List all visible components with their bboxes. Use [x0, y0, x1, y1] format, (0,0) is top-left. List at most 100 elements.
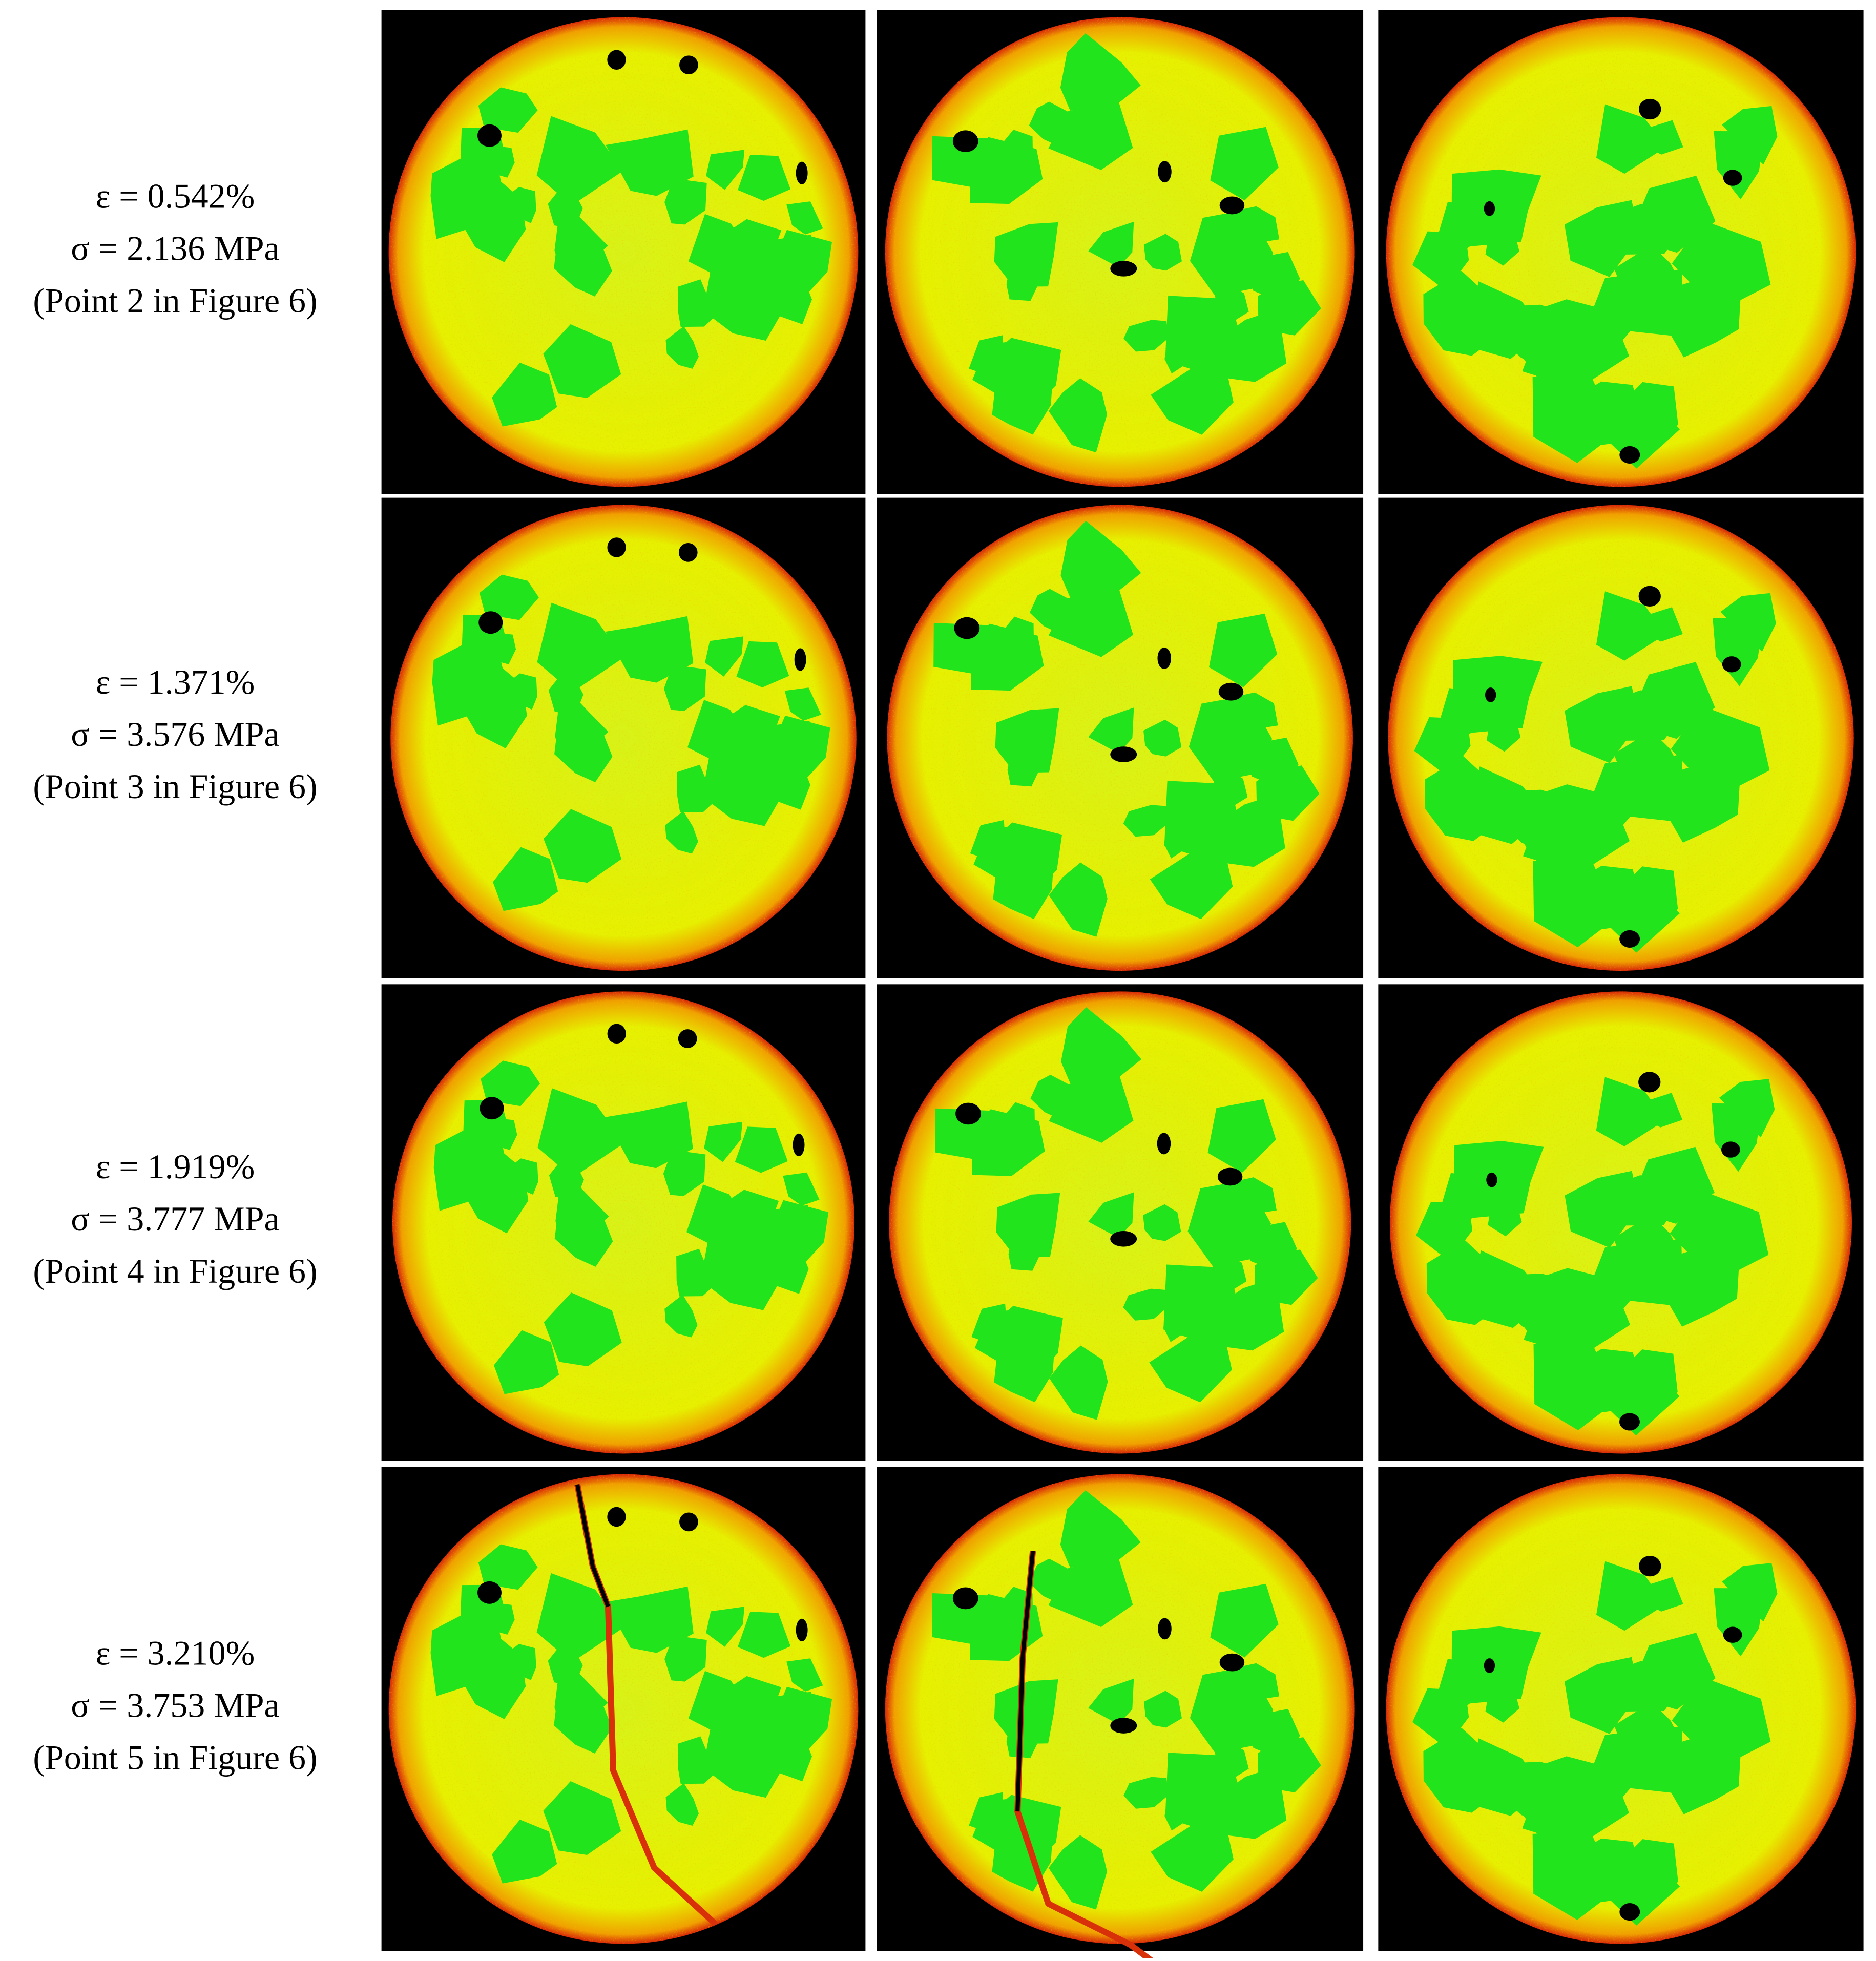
aggregate [716, 1190, 779, 1245]
aggregate [1640, 120, 1683, 155]
aggregate [786, 201, 823, 235]
aggregate [544, 809, 621, 883]
aggregate [1465, 1738, 1545, 1816]
aggregate [481, 1060, 540, 1107]
aggregate [1485, 1688, 1519, 1723]
aggregate [1672, 220, 1771, 301]
pore [1157, 1133, 1171, 1155]
label-stress: σ = 3.777 MPa [71, 1199, 279, 1238]
aggregate [1672, 1677, 1771, 1758]
aggregate [665, 326, 699, 369]
matrix-speckle [388, 17, 859, 487]
pore [1158, 1618, 1172, 1640]
aggregate [480, 574, 539, 620]
pore [679, 1512, 698, 1532]
aggregate [1640, 607, 1683, 642]
aggregate [1596, 1561, 1666, 1631]
label-stress: σ = 2.136 MPa [71, 229, 279, 268]
aggregate [664, 1635, 707, 1682]
aggregate [1049, 1345, 1108, 1420]
aggregate [1612, 1726, 1683, 1793]
aggregate [1088, 707, 1134, 754]
aggregate [1143, 719, 1182, 757]
aggregate [704, 1121, 743, 1162]
pore [1619, 446, 1640, 464]
aggregate [1538, 1369, 1577, 1416]
aggregate [1714, 131, 1765, 200]
aggregate [1670, 1191, 1769, 1271]
label-note: (Point 5 in Figure 6) [33, 1738, 317, 1777]
crack-core [1015, 1551, 1035, 1812]
label-note: (Point 2 in Figure 6) [33, 281, 317, 320]
aggregate [1189, 697, 1273, 782]
aggregate [1209, 613, 1278, 687]
aggregate [478, 87, 538, 133]
aggregate [677, 1736, 720, 1784]
aggregate [784, 687, 821, 721]
matrix-speckle [390, 505, 857, 971]
pore [796, 1618, 808, 1642]
pore [1219, 1653, 1245, 1672]
pore [1110, 746, 1137, 762]
aggregate [1629, 1633, 1716, 1710]
aggregate [605, 616, 694, 683]
aggregate [1714, 1588, 1765, 1657]
aggregate [1487, 718, 1521, 752]
aggregate [993, 844, 1054, 920]
ct-slice [381, 497, 866, 978]
aggregate [999, 616, 1034, 652]
aggregate [478, 1544, 538, 1590]
aggregate [992, 360, 1053, 435]
pore [480, 1097, 504, 1120]
pore [1722, 656, 1741, 673]
aggregate [1143, 1691, 1182, 1728]
pore [1639, 1555, 1661, 1577]
aggregate [1565, 200, 1640, 277]
crack-core [575, 1484, 610, 1608]
aggregate [1536, 1859, 1576, 1906]
aggregate [1713, 618, 1764, 686]
aggregate [494, 1330, 559, 1394]
pore [1484, 201, 1495, 216]
pore [678, 543, 698, 562]
aggregate [1451, 1626, 1541, 1704]
label-note: (Point 4 in Figure 6) [33, 1251, 317, 1290]
pore [679, 55, 698, 75]
aggregate [1210, 127, 1279, 201]
aggregate [1468, 1250, 1547, 1328]
aggregate [1048, 102, 1133, 170]
label-strain: ε = 1.919% [96, 1147, 255, 1186]
aggregate [1190, 211, 1274, 296]
aggregate [1123, 1288, 1168, 1321]
pore [1619, 930, 1640, 948]
aggregate [606, 1586, 694, 1653]
aggregate [738, 1612, 791, 1658]
aggregate [676, 1248, 719, 1297]
pore [1619, 1903, 1640, 1921]
ct-slice [877, 1467, 1364, 1961]
aggregate [718, 1676, 782, 1731]
aggregate [1049, 1075, 1134, 1143]
aggregate [1523, 1756, 1630, 1841]
aggregate [1596, 1077, 1666, 1146]
aggregate [1088, 221, 1134, 267]
aggregate [554, 215, 608, 269]
pore [1217, 1167, 1243, 1186]
aggregate [1640, 1577, 1683, 1612]
aggregate [536, 116, 623, 205]
aggregate [1187, 1181, 1271, 1267]
aggregate [484, 146, 515, 178]
ct-slice [381, 984, 866, 1461]
pore [1110, 1230, 1137, 1247]
aggregate [663, 664, 706, 711]
pore [794, 648, 806, 671]
aggregate [738, 155, 791, 201]
aggregate [994, 1327, 1054, 1403]
aggregate [1048, 1559, 1133, 1628]
ct-slice [877, 497, 1364, 978]
aggregate [1008, 1228, 1039, 1271]
label-strain: ε = 3.210% [96, 1634, 255, 1673]
aggregate [786, 1658, 823, 1692]
aggregate [1088, 1678, 1134, 1725]
aggregate [1565, 1171, 1640, 1248]
